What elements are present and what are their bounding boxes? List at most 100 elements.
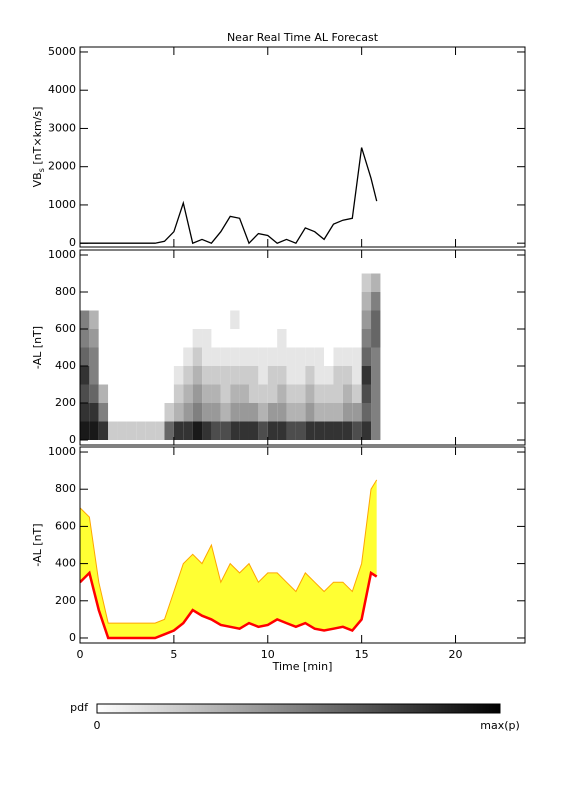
pdf-cell [89,421,99,441]
pdf-cell [164,273,174,292]
pdf-cell [352,421,362,441]
pdf-cell [80,347,90,367]
y-tick-label: 0 [69,631,76,644]
y-tick-label: 200 [55,594,76,607]
x-tick-label: 20 [449,648,463,661]
pdf-cell [352,273,362,292]
x-tick-label: 15 [355,648,369,661]
colorbar [96,703,501,714]
pdf-cell [108,384,118,404]
pdf-cell [192,421,203,441]
pdf-cell [164,421,174,441]
pdf-cell [136,291,146,311]
pdf-cell [267,291,278,311]
pdf-cell [277,366,287,385]
pdf-cell [202,310,212,329]
pdf-cell [248,421,259,441]
pdf-cell [183,328,193,348]
colorbar-label: pdf [70,701,89,714]
pdf-cell [173,310,184,329]
pdf-cell [155,291,165,311]
chart-title: Near Real Time AL Forecast [227,31,379,44]
pdf-cell [173,291,184,311]
pdf-cell [117,366,127,385]
pdf-cell [126,403,137,422]
pdf-cell [324,310,334,329]
pdf-cell [183,366,193,385]
pdf-cell [98,291,109,311]
pdf-cell [248,273,259,292]
pdf-cell [89,291,99,311]
pdf-cell [277,310,287,329]
pdf-cell [277,384,287,404]
pdf-cell [314,310,325,329]
pdf-cell [192,310,203,329]
x-tick-label: 5 [170,648,177,661]
pdf-cell [239,347,249,367]
pdf-cell [136,366,146,385]
pdf-cell [277,347,287,367]
pdf-cell [342,347,353,367]
y-tick-label: 800 [55,285,76,298]
pdf-cell [230,384,240,404]
pdf-cell [342,421,353,441]
pdf-cell [80,421,90,441]
pdf-cell [258,310,268,329]
pdf-cell [136,384,146,404]
pdf-cell [239,291,249,311]
y-tick-label: 0 [69,433,76,446]
y-axis-label: -AL [nT] [31,326,44,369]
pdf-cell [371,328,381,348]
pdf-cell [211,384,221,404]
pdf-cell [267,347,278,367]
y-axis-label: VBs [nT×km/s] [31,107,46,188]
pdf-cell [126,421,137,441]
pdf-cell [277,421,287,441]
axes-frame [79,249,526,446]
pdf-cell [126,310,137,329]
pdf-cell [239,366,249,385]
pdf-cell [183,291,193,311]
pdf-cell [136,328,146,348]
pdf-cell [173,347,184,367]
data-line [80,479,378,624]
pdf-cell [258,403,268,422]
pdf-cell [126,347,137,367]
colorbar-min: 0 [94,719,101,732]
pdf-cell [371,310,381,329]
pdf-cell [117,310,127,329]
pdf-cell [239,384,249,404]
pdf-cell [314,384,325,404]
pdf-cell [295,328,306,348]
pdf-cell [352,328,362,348]
pdf-cell [361,273,372,292]
pdf-cell [211,328,221,348]
pdf-cell [220,328,231,348]
y-label-sub: s [37,168,46,172]
pdf-cell [145,273,156,292]
x-tick-label: 10 [261,648,275,661]
pdf-cell [267,328,278,348]
pdf-cell [314,273,325,292]
pdf-cell [230,273,240,292]
pdf-cell [155,366,165,385]
pdf-cell [136,310,146,329]
pdf-cell [211,403,221,422]
x-axis-label: Time [min] [272,660,333,673]
pdf-cell [136,421,146,441]
pdf-cell [164,347,174,367]
pdf-cell [136,403,146,422]
pdf-cell [295,310,306,329]
pdf-cell [192,328,203,348]
pdf-cell [361,384,372,404]
pdf-cell [98,273,109,292]
y-axis-label: -AL [nT] [31,523,44,566]
pdf-cell [295,384,306,404]
pdf-cell [183,384,193,404]
pdf-cell [230,366,240,385]
pdf-cell [258,291,268,311]
pdf-cell [211,366,221,385]
pdf-cell [183,273,193,292]
pdf-cell [80,310,90,329]
band-area [80,479,377,638]
